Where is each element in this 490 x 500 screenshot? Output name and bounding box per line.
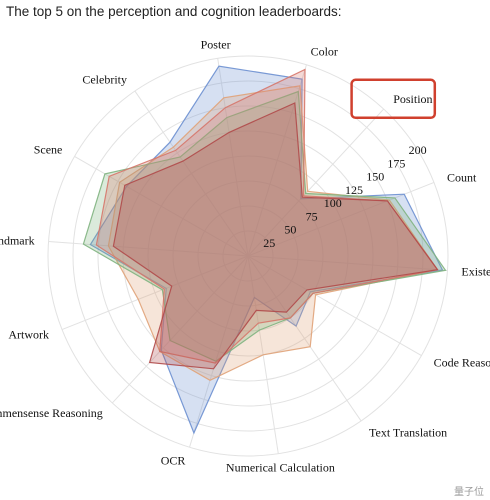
axis-label: Landmark xyxy=(0,234,35,248)
tick-label: 50 xyxy=(284,223,296,237)
grid-spoke xyxy=(217,58,249,257)
axis-label: Count xyxy=(447,170,477,184)
series-area-5 xyxy=(112,102,439,370)
chart-caption: The top 5 on the perception and cognitio… xyxy=(6,4,342,19)
grid-spoke xyxy=(48,241,249,257)
watermark: 量子位 xyxy=(454,487,484,498)
grid-spoke xyxy=(247,108,385,257)
axis-label: Color xyxy=(311,44,338,58)
grid-spoke xyxy=(134,90,249,257)
tick-label: 25 xyxy=(263,236,275,250)
axis-label: Existence xyxy=(461,265,490,279)
grid-ring-50 xyxy=(197,205,299,307)
grid-ring-175 xyxy=(72,80,424,432)
axis-label: Numerical Calculation xyxy=(226,461,335,475)
tick-label: 125 xyxy=(345,183,363,197)
grid-spoke xyxy=(247,255,422,357)
axis-label: Position xyxy=(393,92,432,106)
tick-label: 100 xyxy=(324,196,342,210)
axis-label: Celebrity xyxy=(82,73,127,87)
grid-spoke xyxy=(247,255,362,422)
grid-ring-200 xyxy=(47,55,449,457)
axis-label: Scene xyxy=(34,143,63,157)
axis-label: Code Reasoning xyxy=(434,356,490,370)
grid-ring-100 xyxy=(147,155,349,357)
grid-ring-150 xyxy=(97,105,399,407)
tick-label: 150 xyxy=(366,170,384,184)
grid-spoke xyxy=(247,64,307,257)
tick-label: 200 xyxy=(409,143,427,157)
grid-ring-75 xyxy=(172,180,324,332)
axis-label: Poster xyxy=(201,38,231,52)
series-area-3 xyxy=(82,90,447,362)
highlight-box xyxy=(350,78,437,120)
axis-label: OCR xyxy=(161,454,186,468)
axis-label: Commensense Reasoning xyxy=(0,406,103,420)
grid-ring-125 xyxy=(122,130,374,382)
axis-label: Text Translation xyxy=(369,426,447,440)
grid-spoke xyxy=(189,255,249,448)
tick-label: 175 xyxy=(387,156,405,170)
tick-label: 75 xyxy=(306,209,318,223)
grid-ring-25 xyxy=(222,230,274,282)
grid-spoke xyxy=(74,155,249,257)
grid-spoke xyxy=(247,255,448,271)
grid-spoke xyxy=(61,255,249,330)
grid-spoke xyxy=(111,255,249,404)
axis-label: Artwork xyxy=(8,328,49,342)
